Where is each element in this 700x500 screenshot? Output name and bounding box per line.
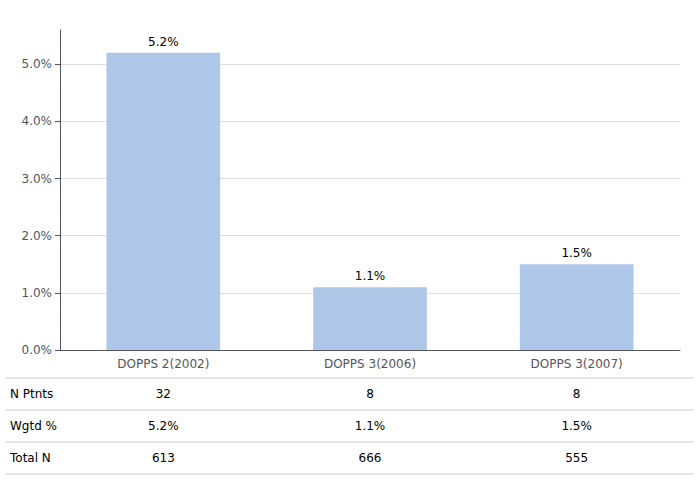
svg-text:666: 666	[359, 451, 382, 465]
svg-text:3.0%: 3.0%	[22, 172, 53, 186]
svg-text:5.0%: 5.0%	[22, 57, 53, 71]
svg-text:1.1%: 1.1%	[355, 269, 386, 283]
svg-text:32: 32	[156, 387, 171, 401]
svg-text:1.0%: 1.0%	[22, 286, 53, 300]
svg-text:DOPPS 2(2002): DOPPS 2(2002)	[117, 357, 209, 371]
svg-text:613: 613	[152, 451, 175, 465]
svg-text:DOPPS 3(2007): DOPPS 3(2007)	[531, 357, 623, 371]
svg-text:0.0%: 0.0%	[22, 343, 53, 357]
svg-text:5.2%: 5.2%	[148, 35, 179, 49]
svg-text:5.2%: 5.2%	[148, 419, 179, 433]
svg-text:555: 555	[565, 451, 588, 465]
svg-text:Wgtd %: Wgtd %	[10, 419, 57, 433]
svg-text:1.5%: 1.5%	[561, 419, 592, 433]
svg-text:DOPPS 3(2006): DOPPS 3(2006)	[324, 357, 416, 371]
svg-text:4.0%: 4.0%	[22, 114, 53, 128]
svg-text:8: 8	[366, 387, 374, 401]
svg-text:8: 8	[573, 387, 581, 401]
svg-text:1.1%: 1.1%	[355, 419, 386, 433]
svg-text:N Ptnts: N Ptnts	[10, 387, 53, 401]
svg-text:2.0%: 2.0%	[22, 229, 53, 243]
svg-text:Total N: Total N	[9, 451, 51, 465]
svg-text:1.5%: 1.5%	[561, 246, 592, 260]
